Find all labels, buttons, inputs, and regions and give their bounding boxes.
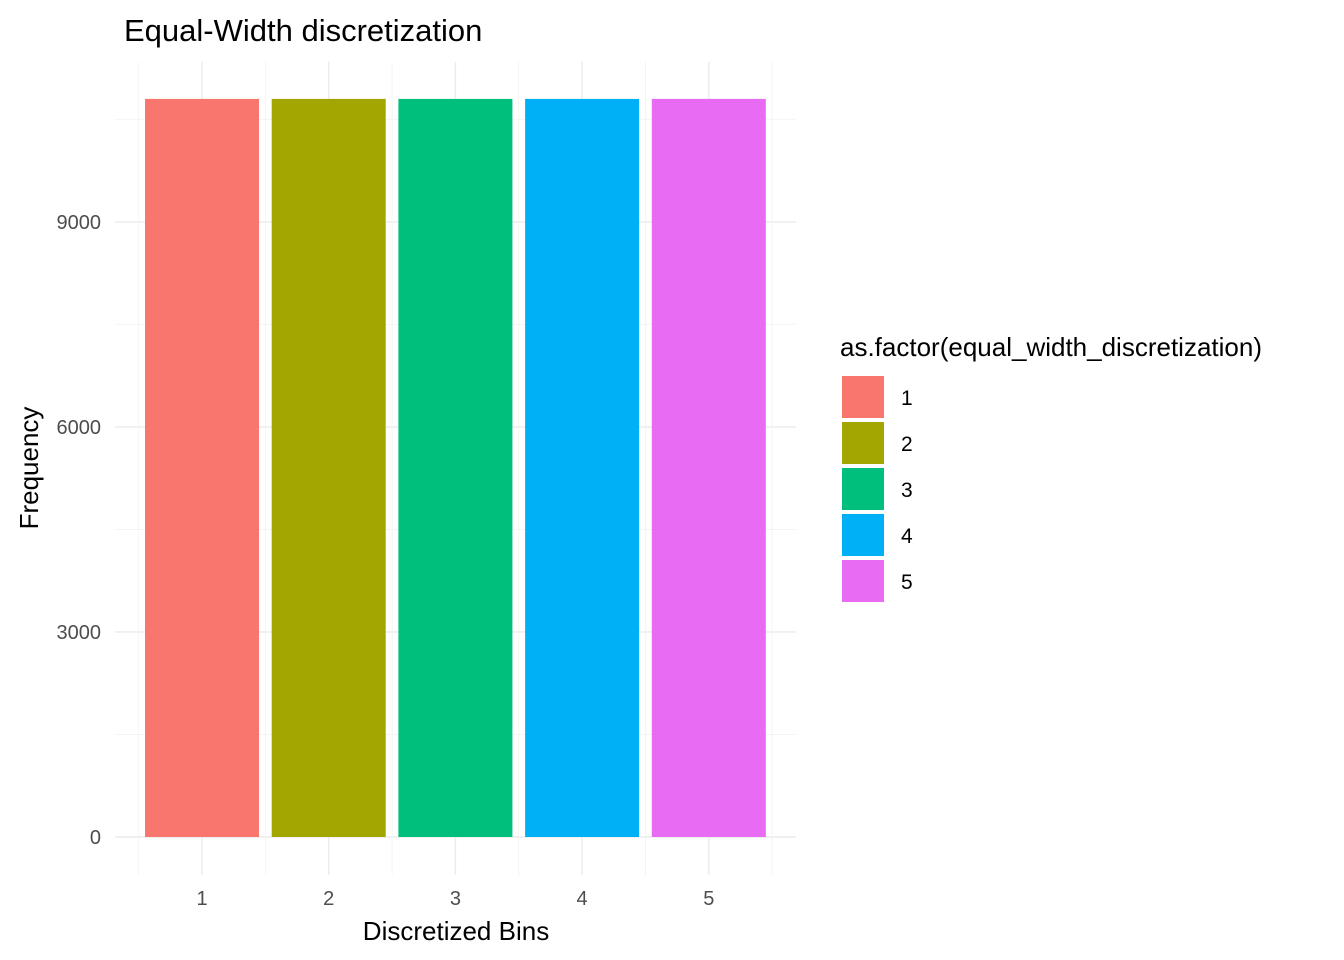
bar-4: [525, 98, 640, 837]
x-tick-label: 5: [703, 888, 714, 910]
x-axis-ticks: 1 2 3 4 5: [196, 888, 714, 910]
bar-5: [651, 98, 766, 837]
y-tick-label: 9000: [57, 212, 102, 234]
x-tick-label: 2: [323, 888, 334, 910]
legend-label-4: 4: [901, 525, 913, 548]
y-axis-title: Frequency: [14, 407, 44, 530]
bar-3: [398, 98, 513, 837]
legend-label-2: 2: [901, 433, 913, 456]
legend-key-1: [842, 376, 884, 418]
x-tick-label: 4: [577, 888, 588, 910]
legend-label-5: 5: [901, 571, 913, 594]
y-tick-label: 0: [90, 827, 101, 849]
legend-key-3: [842, 468, 884, 510]
legend-label-3: 3: [901, 479, 913, 502]
y-axis-ticks: 0 3000 6000 9000: [57, 212, 102, 849]
legend: as.factor(equal_width_discretization) 1 2…: [840, 332, 1262, 602]
bars: [145, 98, 766, 837]
x-tick-label: 1: [196, 888, 207, 910]
legend-title: as.factor(equal_width_discretization): [840, 332, 1262, 362]
bar-1: [145, 98, 259, 837]
x-tick-label: 3: [450, 888, 461, 910]
x-axis-title: Discretized Bins: [363, 916, 549, 946]
legend-key-5: [842, 560, 884, 602]
legend-key-4: [842, 514, 884, 556]
y-tick-label: 6000: [57, 417, 102, 439]
y-tick-label: 3000: [57, 622, 102, 644]
legend-label-1: 1: [901, 387, 913, 410]
bar-2: [271, 98, 386, 837]
legend-key-2: [842, 422, 884, 464]
chart-title: Equal-Width discretization: [124, 13, 482, 48]
